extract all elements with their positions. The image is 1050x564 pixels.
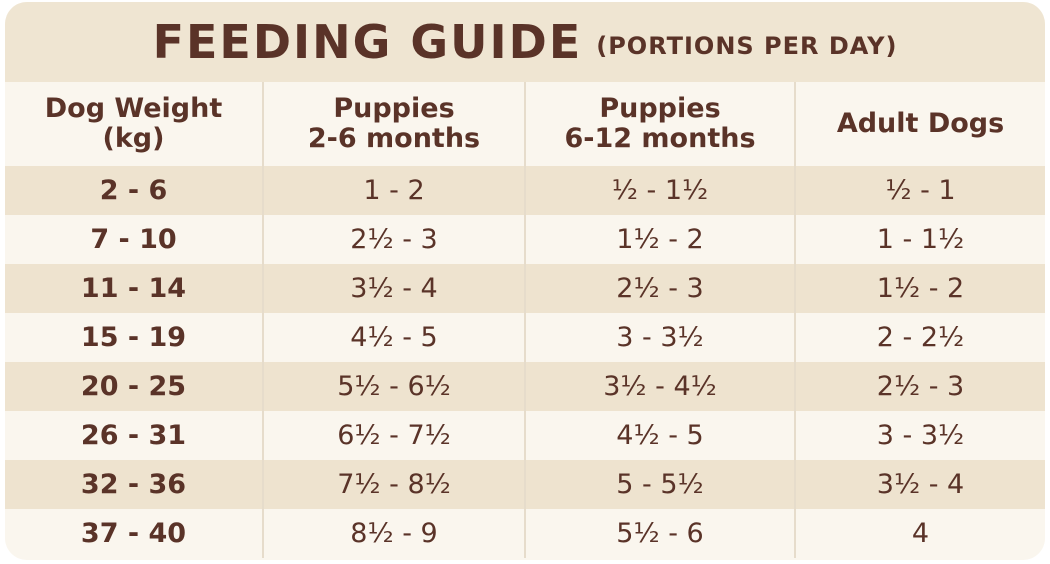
portion-cell: 4½ - 5 (262, 313, 525, 362)
portion-cell: 8½ - 9 (262, 509, 525, 558)
header-line: (kg) (102, 123, 165, 154)
portion-cell: 2½ - 3 (262, 215, 525, 264)
header-row: Dog Weight (kg) Puppies 2-6 months Puppies 6-… (5, 82, 1045, 166)
portion-cell: 1 - 2 (262, 166, 525, 215)
weight-cell: 2 - 6 (5, 166, 263, 215)
weight-cell: 26 - 31 (5, 411, 263, 460)
header-line: 6-12 months (564, 123, 756, 154)
subtitle: (PORTIONS PER DAY) (596, 32, 898, 60)
portion-cell: 3½ - 4 (262, 264, 525, 313)
column-header: Puppies 6-12 months (524, 82, 795, 166)
portion-cell: 7½ - 8½ (262, 460, 525, 509)
column-header: Adult Dogs (794, 82, 1045, 166)
portion-cell: 2½ - 3 (524, 264, 795, 313)
header-line: Puppies (333, 93, 455, 124)
header-line: Puppies (599, 93, 721, 124)
portion-cell: 4½ - 5 (524, 411, 795, 460)
feeding-card: FEEDING GUIDE (PORTIONS PER DAY) Dog Wei… (5, 2, 1045, 560)
table-row: 32 - 36 7½ - 8½ 5 - 5½ 3½ - 4 (5, 460, 1045, 509)
portion-cell: 3 - 3½ (794, 411, 1045, 460)
table-row: 11 - 14 3½ - 4 2½ - 3 1½ - 2 (5, 264, 1045, 313)
weight-cell: 11 - 14 (5, 264, 263, 313)
weight-cell: 15 - 19 (5, 313, 263, 362)
portion-cell: 5½ - 6 (524, 509, 795, 558)
portion-cell: ½ - 1½ (524, 166, 795, 215)
portion-cell: 1 - 1½ (794, 215, 1045, 264)
portion-cell: 1½ - 2 (794, 264, 1045, 313)
portion-cell: 3 - 3½ (524, 313, 795, 362)
portion-cell: 4 (794, 509, 1045, 558)
table-row: 20 - 25 5½ - 6½ 3½ - 4½ 2½ - 3 (5, 362, 1045, 411)
portion-cell: 1½ - 2 (524, 215, 795, 264)
header-line: Dog Weight (44, 93, 223, 124)
column-header: Dog Weight (kg) (5, 82, 263, 166)
weight-cell: 37 - 40 (5, 509, 263, 558)
portion-cell: 5½ - 6½ (262, 362, 525, 411)
title-band: FEEDING GUIDE (PORTIONS PER DAY) (5, 2, 1045, 82)
title: FEEDING GUIDE (152, 15, 583, 69)
header-line: Adult Dogs (836, 108, 1005, 139)
portion-cell: 3½ - 4 (794, 460, 1045, 509)
portion-cell: 3½ - 4½ (524, 362, 795, 411)
weight-cell: 32 - 36 (5, 460, 263, 509)
portion-cell: 2½ - 3 (794, 362, 1045, 411)
portion-cell: ½ - 1 (794, 166, 1045, 215)
weight-cell: 7 - 10 (5, 215, 263, 264)
header-line: 2-6 months (307, 123, 481, 154)
portion-cell: 6½ - 7½ (262, 411, 525, 460)
feeding-table: Dog Weight (kg) Puppies 2-6 months Puppies 6-… (5, 82, 1045, 558)
weight-cell: 20 - 25 (5, 362, 263, 411)
portion-cell: 5 - 5½ (524, 460, 795, 509)
column-header: Puppies 2-6 months (262, 82, 525, 166)
portion-cell: 2 - 2½ (794, 313, 1045, 362)
